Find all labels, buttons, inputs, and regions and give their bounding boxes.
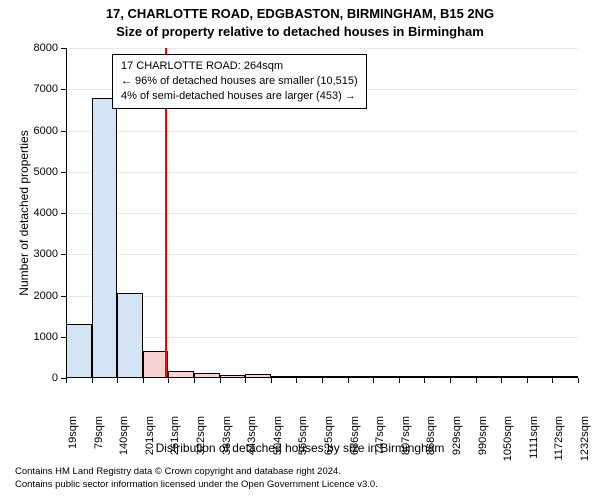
gridline bbox=[66, 337, 578, 338]
x-tick-mark bbox=[424, 378, 425, 383]
x-tick-mark bbox=[143, 378, 144, 383]
x-tick-mark bbox=[450, 378, 451, 383]
x-tick-mark bbox=[194, 378, 195, 383]
annotation-line2: ← 96% of detached houses are smaller (10… bbox=[121, 74, 358, 89]
y-axis-line bbox=[66, 48, 67, 378]
gridline bbox=[66, 172, 578, 173]
y-tick-label: 1000 bbox=[34, 331, 58, 343]
footer-line1: Contains HM Land Registry data © Crown c… bbox=[15, 466, 585, 478]
x-tick-mark bbox=[322, 378, 323, 383]
y-tick-label: 6000 bbox=[34, 125, 58, 137]
x-tick-mark bbox=[399, 378, 400, 383]
x-tick-mark bbox=[527, 378, 528, 383]
y-tick-label: 8000 bbox=[34, 42, 58, 54]
histogram-bar bbox=[117, 293, 143, 378]
x-tick-mark bbox=[373, 378, 374, 383]
histogram-bar bbox=[92, 98, 118, 378]
gridline bbox=[66, 296, 578, 297]
x-tick-mark bbox=[552, 378, 553, 383]
gridline bbox=[66, 131, 578, 132]
y-tick-label: 7000 bbox=[34, 83, 58, 95]
y-tick-label: 0 bbox=[52, 372, 58, 384]
x-tick-mark bbox=[578, 378, 579, 383]
y-tick-label: 3000 bbox=[34, 248, 58, 260]
y-tick-label: 5000 bbox=[34, 166, 58, 178]
y-axis-label: Number of detached properties bbox=[17, 113, 31, 313]
x-tick-mark bbox=[245, 378, 246, 383]
gridline bbox=[66, 213, 578, 214]
page-title: 17, CHARLOTTE ROAD, EDGBASTON, BIRMINGHA… bbox=[0, 6, 600, 21]
x-tick-mark bbox=[476, 378, 477, 383]
annotation-line1: 17 CHARLOTTE ROAD: 264sqm bbox=[121, 59, 358, 74]
y-tick-label: 4000 bbox=[34, 207, 58, 219]
annotation-line3: 4% of semi-detached houses are larger (4… bbox=[121, 89, 358, 104]
x-tick-mark bbox=[220, 378, 221, 383]
y-tick-label: 2000 bbox=[34, 290, 58, 302]
x-tick-mark bbox=[501, 378, 502, 383]
x-tick-mark bbox=[296, 378, 297, 383]
x-tick-mark bbox=[348, 378, 349, 383]
gridline bbox=[66, 254, 578, 255]
footer-line2: Contains public sector information licen… bbox=[15, 479, 585, 491]
histogram-bar bbox=[66, 324, 92, 378]
x-tick-mark bbox=[92, 378, 93, 383]
x-axis-label: Distribution of detached houses by size … bbox=[0, 441, 600, 455]
page: 17, CHARLOTTE ROAD, EDGBASTON, BIRMINGHA… bbox=[0, 0, 600, 500]
annotation-box: 17 CHARLOTTE ROAD: 264sqm ← 96% of detac… bbox=[112, 54, 367, 109]
x-tick-mark bbox=[66, 378, 67, 383]
page-subtitle: Size of property relative to detached ho… bbox=[0, 24, 600, 39]
x-tick-mark bbox=[271, 378, 272, 383]
x-tick-mark bbox=[117, 378, 118, 383]
x-tick-mark bbox=[168, 378, 169, 383]
gridline bbox=[66, 48, 578, 49]
